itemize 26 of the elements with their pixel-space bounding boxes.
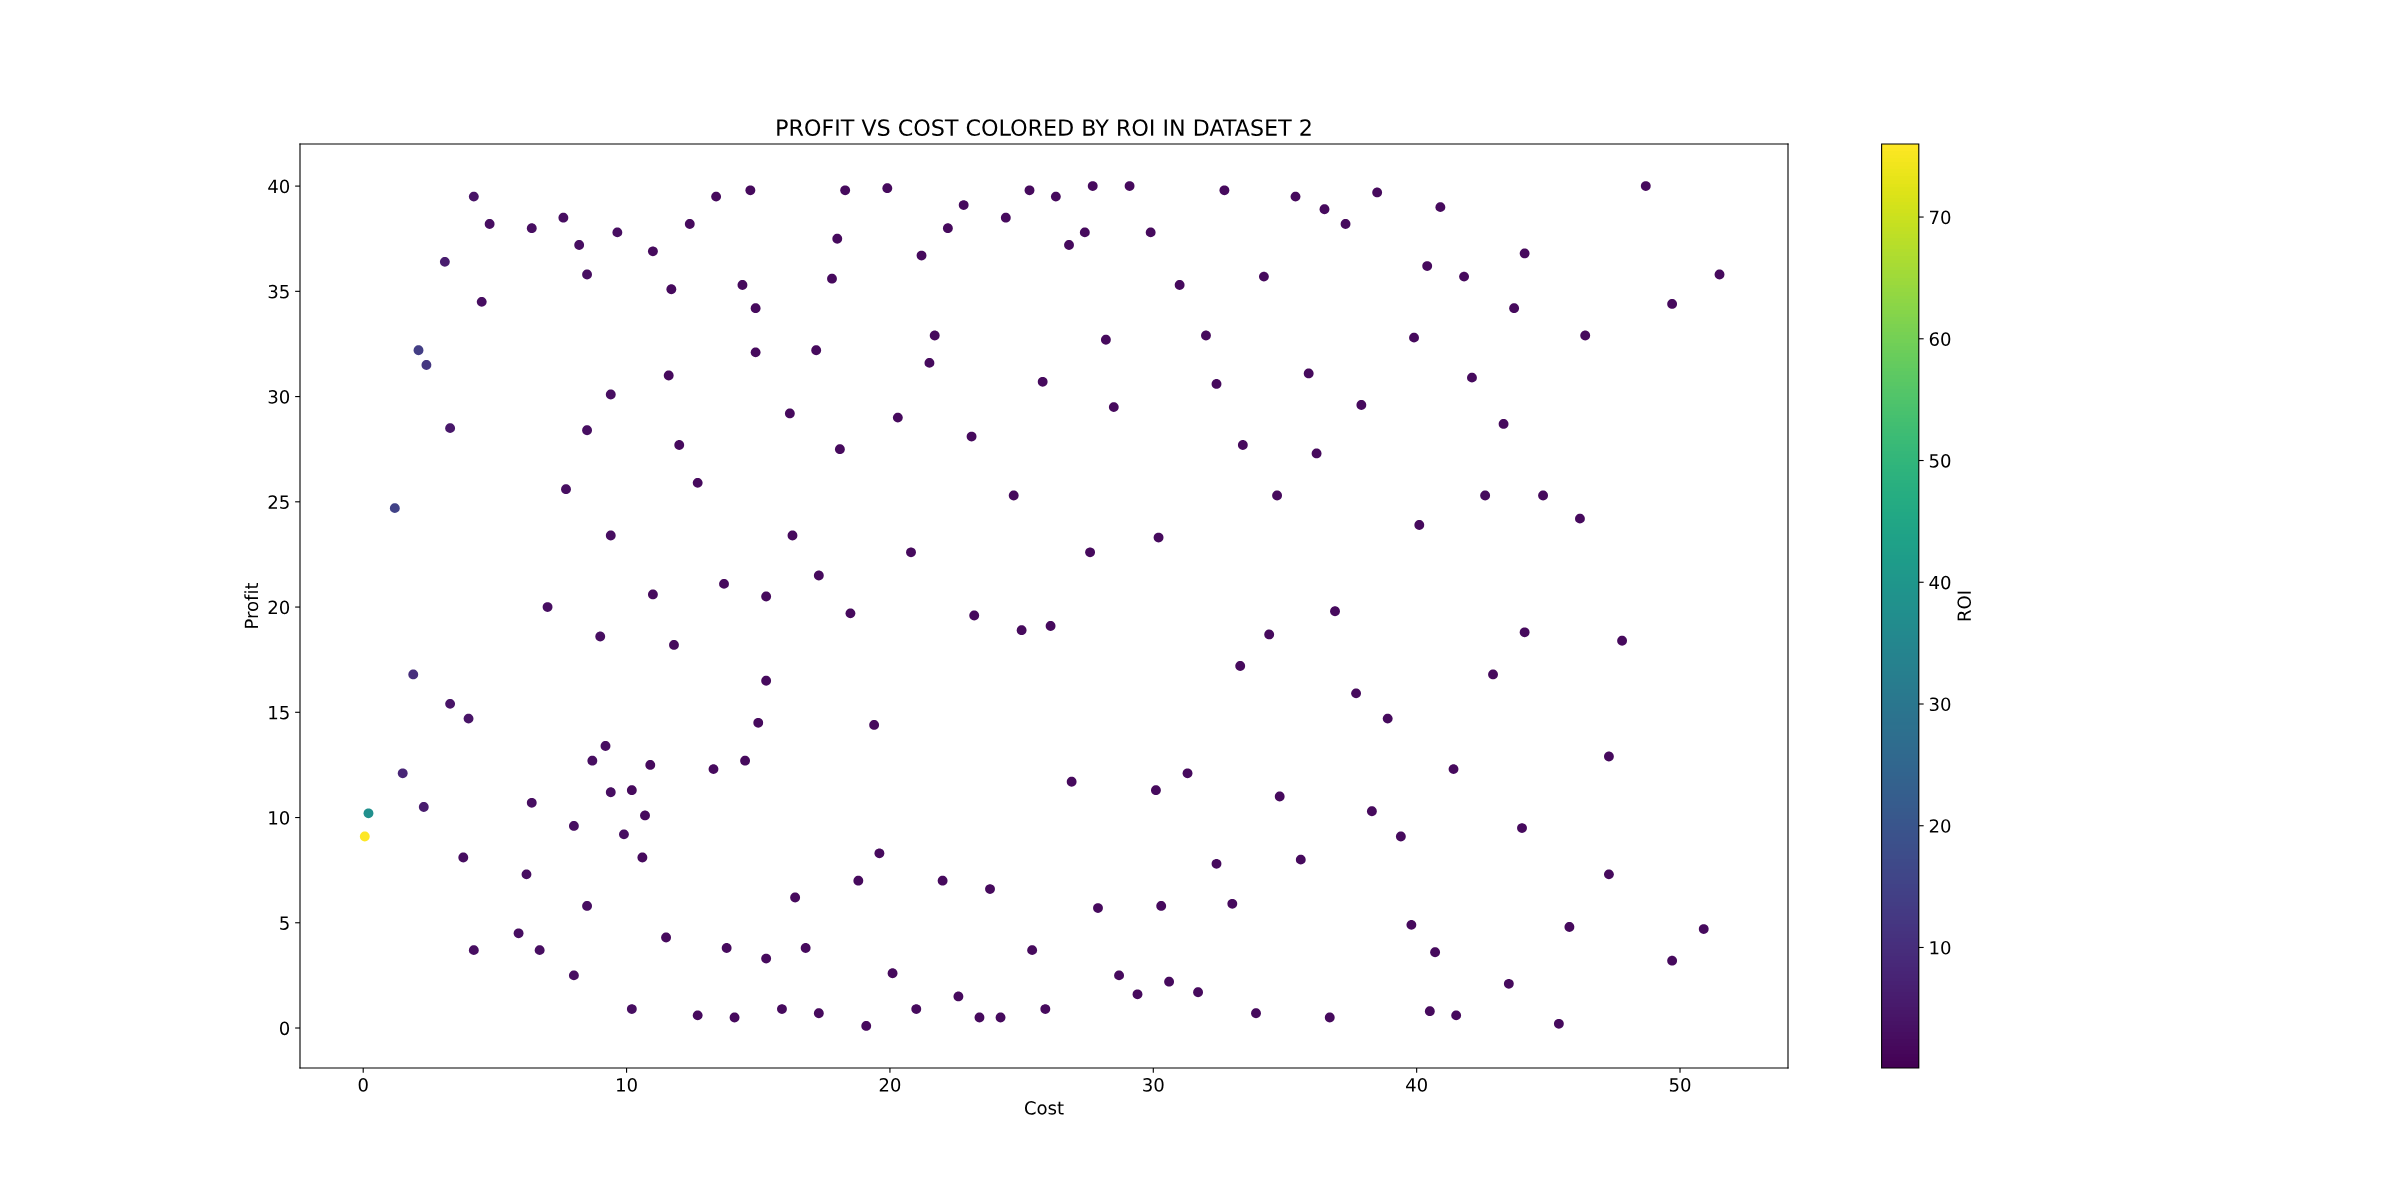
y-tick-label: 40 <box>268 179 290 194</box>
y-tick-label: 25 <box>268 495 289 509</box>
x-axis-title: Cost <box>1024 1101 1064 1115</box>
y-tick-label: 5 <box>280 916 289 930</box>
y-tick-label: 20 <box>268 600 290 615</box>
color-bar-label: 20 <box>1929 819 1951 833</box>
x-tick-label: 30 <box>1143 1078 1164 1092</box>
y-tick-label: 0 <box>279 1021 290 1036</box>
color-bar-label: 40 <box>1929 575 1951 590</box>
y-tick-label: 35 <box>268 284 289 299</box>
color-bar-label: 10 <box>1930 940 1951 955</box>
x-tick-label: 10 <box>617 1078 637 1092</box>
x-tick-label: 0 <box>358 1078 368 1092</box>
color-bar-label: 60 <box>1929 332 1951 346</box>
x-tick-label: 40 <box>1406 1078 1427 1092</box>
x-tick-label: 50 <box>1669 1078 1691 1092</box>
y-axis-title: Profit <box>244 582 259 628</box>
color-bar-label: 70 <box>1930 210 1951 225</box>
chart-title: PROFIT VS COST COLORED BY ROI IN DATASET 2 <box>777 119 1311 136</box>
x-tick-label: 20 <box>879 1078 901 1092</box>
color-bar-label: 30 <box>1929 697 1951 712</box>
color-bar-title: ROI <box>1957 591 1972 621</box>
y-tick-label: 15 <box>269 705 289 720</box>
y-tick-label: 30 <box>268 390 290 404</box>
y-tick-label: 10 <box>269 810 290 825</box>
color-bar-label: 50 <box>1929 453 1951 468</box>
